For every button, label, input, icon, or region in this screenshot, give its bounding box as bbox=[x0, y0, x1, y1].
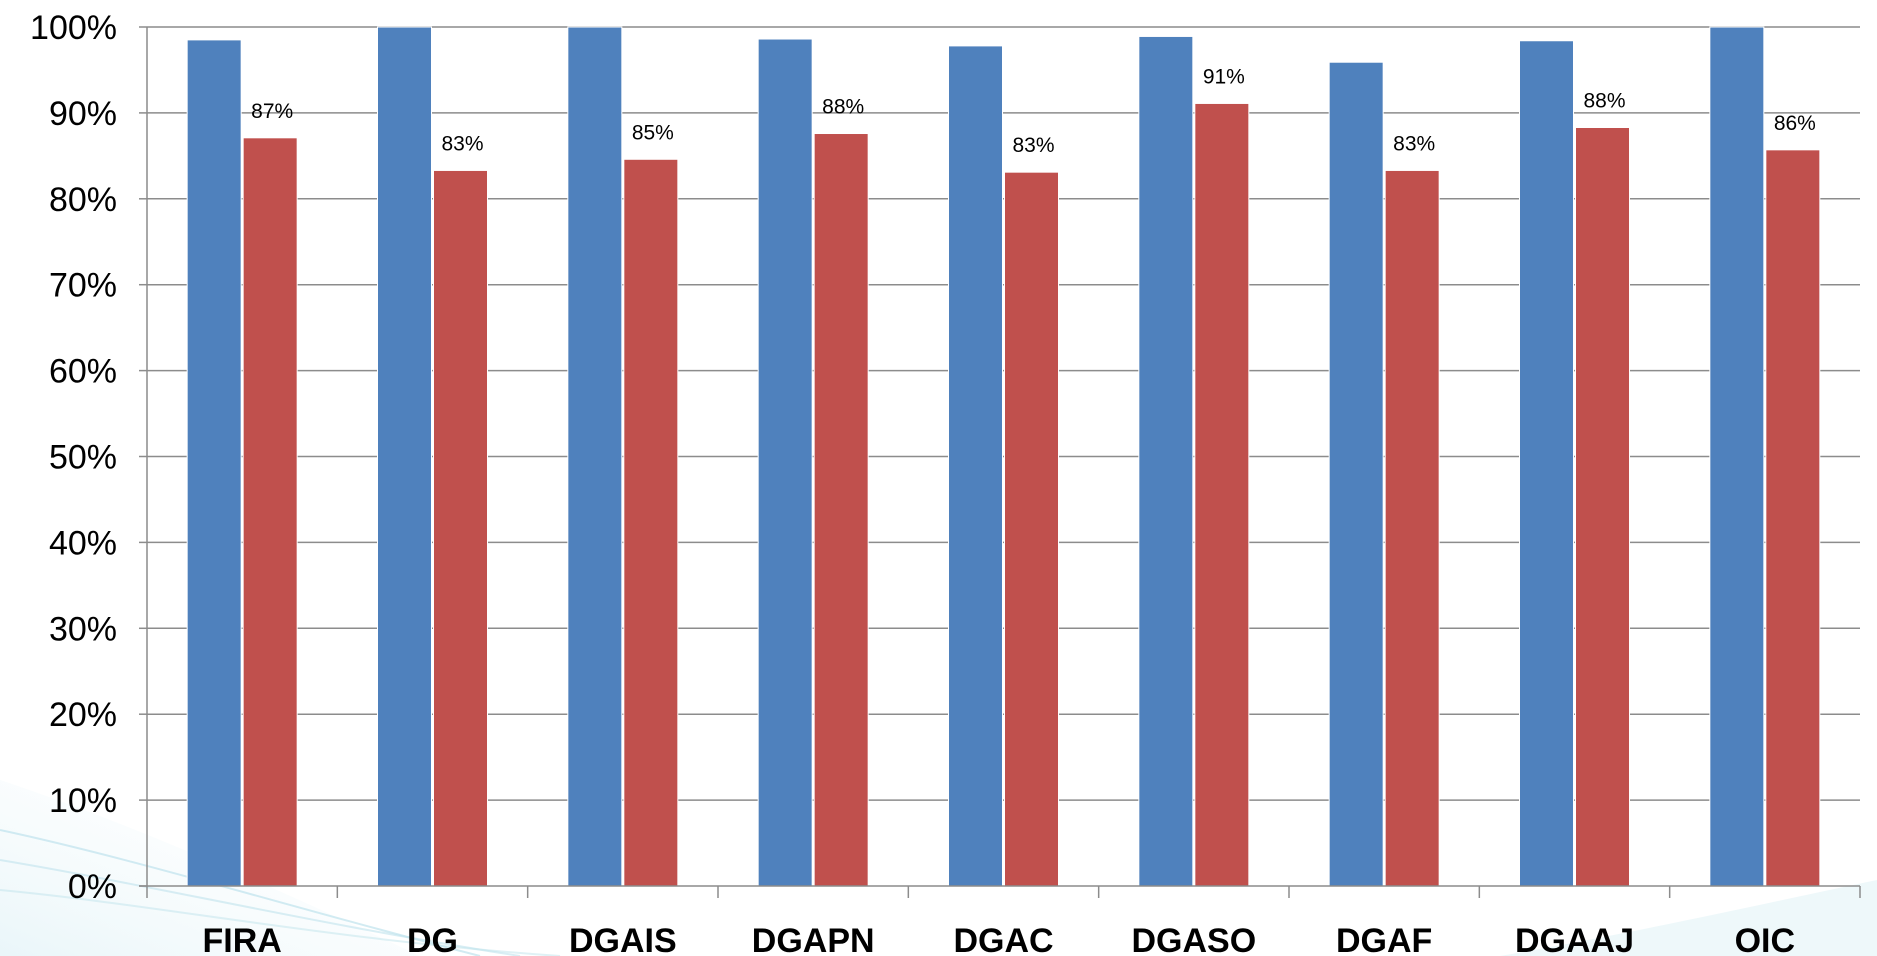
data-label: 87% bbox=[251, 100, 293, 123]
y-tick-label: 90% bbox=[49, 95, 117, 133]
bar-dgac-series-1 bbox=[948, 45, 1003, 887]
bar-oic-series-2 bbox=[1765, 149, 1821, 887]
bar-dgac-series-2 bbox=[1004, 171, 1059, 887]
y-tick-label: 80% bbox=[49, 181, 117, 219]
data-label: 83% bbox=[1012, 134, 1054, 157]
bar-dgais-series-1 bbox=[567, 26, 623, 887]
bar-dgaso-series-2 bbox=[1194, 102, 1250, 887]
x-tick-label: DG bbox=[407, 922, 458, 956]
y-tick-label: 40% bbox=[49, 524, 117, 562]
bar-dgaso-series-1 bbox=[1138, 35, 1194, 887]
x-tick-label: DGAAJ bbox=[1515, 922, 1634, 956]
bar-dgaf-series-2 bbox=[1384, 169, 1440, 887]
data-label: 88% bbox=[822, 96, 864, 119]
x-tick-label: DGAIS bbox=[569, 922, 677, 956]
gridlines bbox=[147, 26, 1860, 801]
x-tick-label: DGAC bbox=[953, 922, 1053, 956]
bar-dg-series-1 bbox=[377, 26, 432, 887]
x-tick-label: FIRA bbox=[203, 922, 282, 956]
x-tick-label: DGASO bbox=[1131, 922, 1256, 956]
bar-dgais-series-2 bbox=[623, 158, 679, 887]
axes bbox=[139, 26, 1861, 898]
y-tick-label: 50% bbox=[49, 439, 117, 477]
y-tick-label: 10% bbox=[49, 782, 117, 820]
y-tick-label: 30% bbox=[49, 610, 117, 648]
bar-dgaf-series-1 bbox=[1328, 61, 1384, 887]
bar-dgaaj-series-1 bbox=[1519, 40, 1574, 887]
data-label: 85% bbox=[632, 121, 674, 144]
y-axis-tick-labels: 0% 10% 20% 30% 40% 50% 60% 70% 80% 90% 100% bbox=[30, 9, 117, 906]
y-tick-label: 0% bbox=[68, 868, 117, 906]
bar-fira-series-2 bbox=[242, 137, 298, 887]
bar-dgaaj-series-2 bbox=[1575, 127, 1630, 887]
data-label: 88% bbox=[1583, 90, 1625, 113]
data-label: 83% bbox=[441, 132, 483, 155]
bar-dg-series-2 bbox=[433, 169, 488, 887]
bars bbox=[186, 26, 1821, 887]
bar-fira-series-1 bbox=[186, 39, 242, 887]
bar-dgapn-series-2 bbox=[813, 133, 869, 887]
y-tick-label: 100% bbox=[30, 9, 117, 47]
y-tick-label: 70% bbox=[49, 267, 117, 305]
y-tick-label: 20% bbox=[49, 696, 117, 734]
data-label: 91% bbox=[1203, 65, 1245, 88]
bar-oic-series-1 bbox=[1709, 26, 1765, 887]
y-tick-label: 60% bbox=[49, 353, 117, 391]
x-tick-label: DGAF bbox=[1336, 922, 1432, 956]
x-tick-label: DGAPN bbox=[752, 922, 875, 956]
x-tick-label: OIC bbox=[1735, 922, 1795, 956]
x-axis-tick-labels: FIRA DG DGAIS DGAPN DGAC DGASO DGAF DGAAJ OIC bbox=[203, 922, 1796, 956]
data-labels: 87% 83% 85% 88% 83% 91% 83% 88% 86% bbox=[251, 65, 1816, 157]
data-label: 86% bbox=[1774, 112, 1816, 135]
data-label: 83% bbox=[1393, 132, 1435, 155]
bar-dgapn-series-1 bbox=[757, 38, 813, 887]
